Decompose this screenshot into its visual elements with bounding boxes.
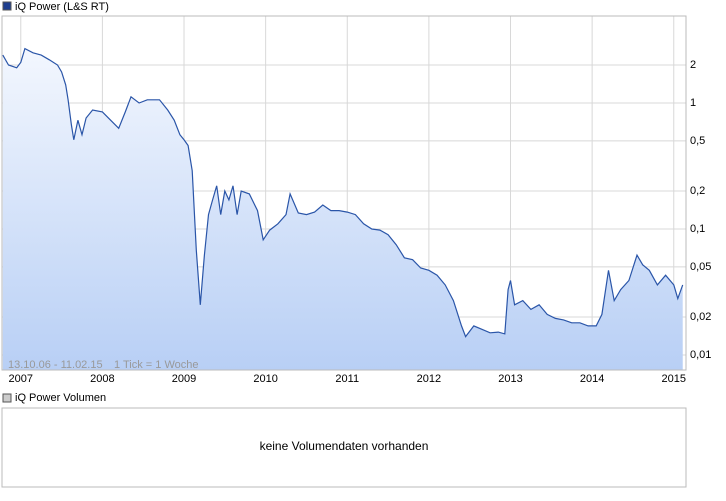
y-tick-label: 0,01	[690, 349, 711, 361]
volume-message: keine Volumendaten vorhanden	[260, 439, 429, 453]
x-tick-label: 2009	[172, 373, 196, 385]
volume-legend-marker	[2, 393, 12, 403]
x-tick-label: 2013	[498, 373, 522, 385]
volume-legend-title: iQ Power Volumen	[15, 392, 106, 404]
y-tick-label: 0,5	[690, 135, 705, 147]
legend-title: iQ Power (L&S RT)	[15, 1, 109, 13]
area	[2, 48, 683, 370]
plot-area	[2, 16, 686, 370]
y-tick-label: 0,02	[690, 311, 711, 323]
x-tick-label: 2014	[580, 373, 604, 385]
y-tick-label: 0,1	[690, 223, 705, 235]
range-note: 13.10.06 - 11.02.15	[8, 359, 103, 371]
x-tick-label: 2007	[9, 373, 33, 385]
x-tick-label: 2015	[662, 373, 686, 385]
x-tick-label: 2008	[90, 373, 114, 385]
x-tick-label: 2010	[253, 373, 277, 385]
x-tick-label: 2011	[335, 373, 359, 385]
tick-note: 1 Tick = 1 Woche	[114, 359, 198, 371]
plot-frame	[1, 15, 687, 371]
price-line	[2, 47, 684, 338]
volume-frame	[1, 407, 687, 488]
legend-marker	[2, 1, 12, 11]
y-tick-label: 0,2	[690, 185, 705, 197]
y-tick-label: 2	[690, 59, 696, 71]
x-tick-label: 2012	[417, 373, 441, 385]
y-tick-label: 0,05	[690, 261, 711, 273]
y-tick-label: 1	[690, 97, 696, 109]
